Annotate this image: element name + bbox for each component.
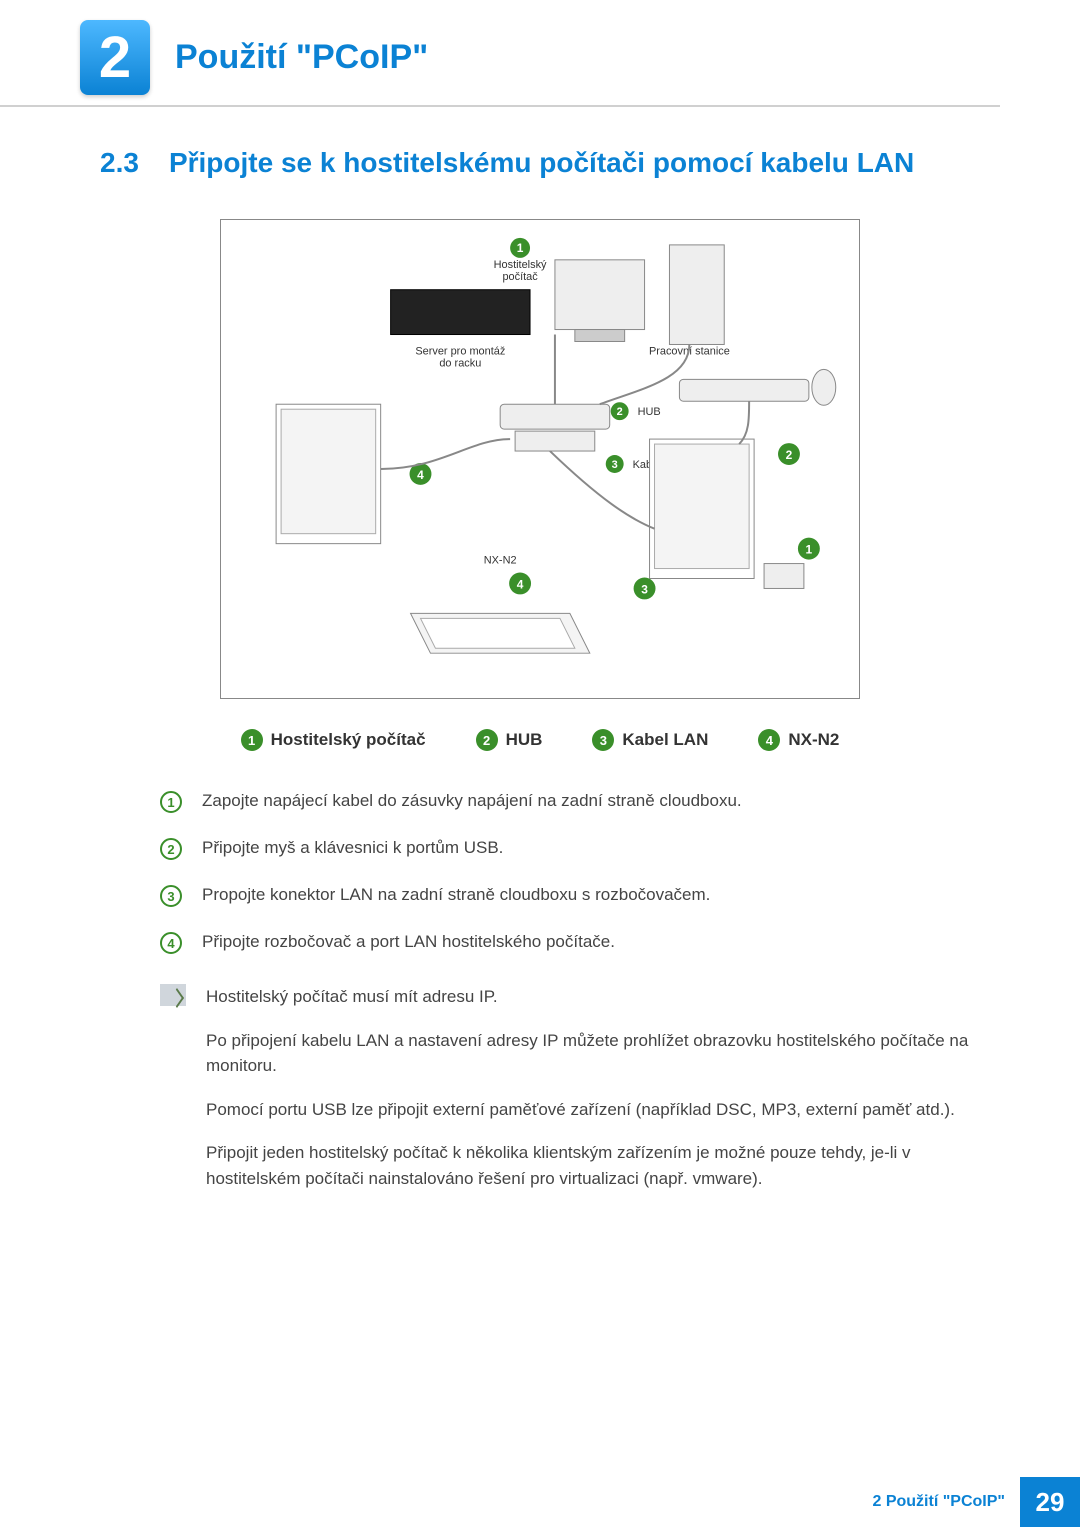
steps-list: 1 Zapojte napájecí kabel do zásuvky napá… <box>160 791 980 954</box>
legend-label: Kabel LAN <box>622 730 708 750</box>
legend-item: 2 HUB <box>476 729 543 751</box>
svg-text:Server pro montáž: Server pro montáž <box>415 345 505 357</box>
chapter-number: 2 <box>99 24 131 91</box>
connection-diagram: 1 Hostitelský počítač Server pro montáž … <box>220 219 860 699</box>
note-line: Připojit jeden hostitelský počítač k něk… <box>206 1140 980 1191</box>
section-heading: 2.3 Připojte se k hostitelskému počítači… <box>100 147 980 179</box>
legend-badge-2: 2 <box>476 729 498 751</box>
svg-text:4: 4 <box>517 577 524 591</box>
note-line: Po připojení kabelu LAN a nastavení adre… <box>206 1028 980 1079</box>
svg-text:3: 3 <box>641 582 648 596</box>
step-item: 2 Připojte myš a klávesnici k portům USB… <box>160 838 980 860</box>
step-badge-2: 2 <box>160 838 182 860</box>
svg-text:Hostitelský: Hostitelský <box>494 259 547 271</box>
notes-text: Hostitelský počítač musí mít adresu IP. … <box>206 984 980 1209</box>
step-text: Připojte rozbočovač a port LAN hostitels… <box>202 932 615 952</box>
svg-text:2: 2 <box>786 448 793 462</box>
svg-text:1: 1 <box>806 543 813 557</box>
section-title: Připojte se k hostitelskému počítači pom… <box>169 147 914 179</box>
footer-label: 2 Použití "PCoIP" <box>872 1493 1005 1511</box>
step-text: Propojte konektor LAN na zadní straně cl… <box>202 885 710 905</box>
section-body: 2.3 Připojte se k hostitelskému počítači… <box>0 147 1080 1209</box>
step-text: Připojte myš a klávesnici k portům USB. <box>202 838 503 858</box>
section-number: 2.3 <box>100 147 139 179</box>
step-item: 3 Propojte konektor LAN na zadní straně … <box>160 885 980 907</box>
chapter-number-box: 2 <box>80 20 150 95</box>
legend-badge-3: 3 <box>592 729 614 751</box>
svg-text:počítač: počítač <box>502 271 538 283</box>
step-badge-1: 1 <box>160 791 182 813</box>
footer-page-number: 29 <box>1020 1477 1080 1527</box>
svg-text:4: 4 <box>417 468 424 482</box>
note-line: Hostitelský počítač musí mít adresu IP. <box>206 984 980 1010</box>
page-header: 2 Použití "PCoIP" <box>0 0 1000 107</box>
svg-text:HUB: HUB <box>638 406 661 418</box>
notes-block: Hostitelský počítač musí mít adresu IP. … <box>160 984 980 1209</box>
legend-label: NX-N2 <box>788 730 839 750</box>
legend-item: 3 Kabel LAN <box>592 729 708 751</box>
chapter-title: Použití "PCoIP" <box>175 38 428 77</box>
step-item: 1 Zapojte napájecí kabel do zásuvky napá… <box>160 791 980 813</box>
legend-item: 4 NX-N2 <box>758 729 839 751</box>
page-footer: 2 Použití "PCoIP" 29 <box>872 1477 1080 1527</box>
legend-badge-1: 1 <box>241 729 263 751</box>
svg-text:1: 1 <box>517 241 524 255</box>
note-icon <box>160 984 186 1006</box>
legend-label: HUB <box>506 730 543 750</box>
step-badge-4: 4 <box>160 932 182 954</box>
step-item: 4 Připojte rozbočovač a port LAN hostite… <box>160 932 980 954</box>
legend-label: Hostitelský počítač <box>271 730 426 750</box>
step-text: Zapojte napájecí kabel do zásuvky napáje… <box>202 791 742 811</box>
step-badge-3: 3 <box>160 885 182 907</box>
legend-item: 1 Hostitelský počítač <box>241 729 426 751</box>
legend-badge-4: 4 <box>758 729 780 751</box>
note-line: Pomocí portu USB lze připojit externí pa… <box>206 1097 980 1123</box>
svg-text:NX-N2: NX-N2 <box>484 555 517 567</box>
svg-text:do racku: do racku <box>439 357 481 369</box>
svg-text:3: 3 <box>612 459 618 471</box>
diagram-legend: 1 Hostitelský počítač 2 HUB 3 Kabel LAN … <box>100 729 980 751</box>
svg-text:2: 2 <box>617 406 623 418</box>
